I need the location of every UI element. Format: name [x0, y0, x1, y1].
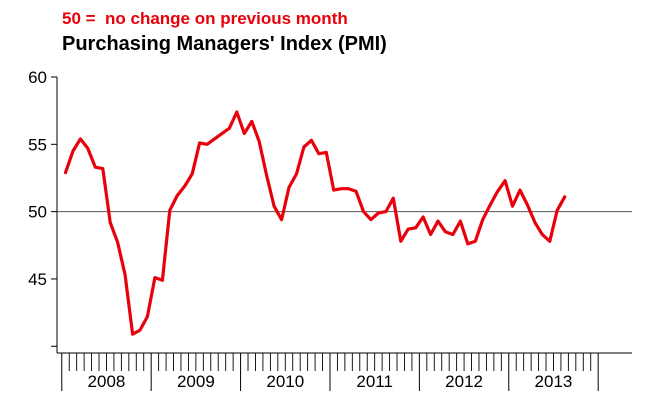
x-tick-label: 2012: [445, 372, 483, 391]
y-tick-label: 50: [28, 203, 47, 222]
x-tick-label: 2010: [266, 372, 304, 391]
y-tick-label: 45: [28, 270, 47, 289]
chart-subtitle: 50 = no change on previous month: [62, 9, 348, 28]
chart-axes: [51, 76, 632, 391]
chart-title: Purchasing Managers' Index (PMI): [62, 33, 387, 55]
y-tick-label: 60: [28, 68, 47, 87]
series-layer: [63, 110, 567, 336]
x-tick-label: 2009: [177, 372, 215, 391]
y-tick-labels: 45 50 55 60: [28, 68, 47, 289]
x-tick-label: 2008: [88, 372, 126, 391]
x-tick-label: 2011: [356, 372, 393, 391]
x-tick-label: 2013: [535, 372, 573, 391]
pmi-series-line: [63, 110, 567, 336]
x-tick-labels: 2008 2009 2010 2011 2012 2013: [88, 372, 573, 391]
y-tick-label: 55: [28, 135, 47, 154]
